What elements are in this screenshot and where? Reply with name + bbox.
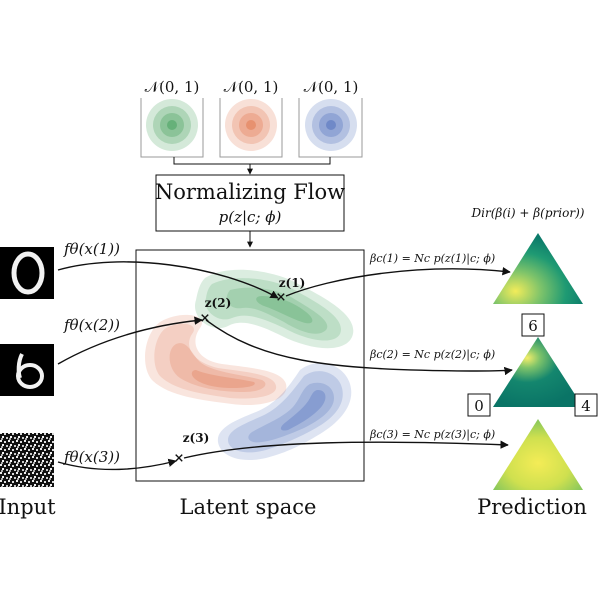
prediction-arrow-1 (285, 266, 511, 297)
flow-title: Normalizing Flow (155, 180, 345, 204)
prediction-arrow-3 (183, 440, 509, 459)
class-top-label: 6 (528, 317, 538, 335)
normalizing-flow-box: Normalizing Flow p(z|c; ϕ) (155, 174, 345, 232)
simplex-3 (493, 419, 583, 490)
simplex-2 (493, 337, 583, 407)
footer-latent-space: Latent space (180, 495, 317, 519)
prior-blue: 𝒩(0, 1) (298, 78, 363, 158)
class-box-left: 0 (467, 393, 491, 417)
latent-point-3-label: z(3) (183, 431, 210, 445)
prior-green: 𝒩(0, 1) (140, 78, 204, 158)
beta-label-1: βc(1) = Nc p(z(1)|c; ϕ) (369, 252, 495, 266)
input-image-2 (0, 344, 54, 396)
encoder-label-1: fθ(x(1)) (63, 240, 120, 258)
orange-density (145, 314, 287, 406)
encoder-label-2: fθ(x(2)) (63, 316, 120, 334)
latent-point-2-label: z(2) (205, 296, 232, 310)
class-box-right: 4 (574, 393, 598, 417)
simplex-1 (493, 233, 583, 304)
prediction-arrow-2 (205, 319, 513, 376)
latent-point-3: × z(3) (174, 431, 210, 466)
svg-text:×: × (174, 451, 185, 466)
green-density (194, 269, 354, 349)
svg-text:×: × (200, 311, 211, 326)
encoder-arrow-3 (57, 458, 177, 471)
flow-formula: p(z|c; ϕ) (219, 208, 282, 226)
beta-label-2: βc(2) = Nc p(z(2)|c; ϕ) (369, 348, 495, 362)
encoder-arrow-1 (57, 261, 279, 299)
dirichlet-label: Dir(β(i) + β(prior)) (471, 206, 585, 220)
svg-text:×: × (276, 290, 287, 305)
class-left-label: 0 (474, 397, 484, 415)
prior-label-2: 𝒩(0, 1) (224, 78, 279, 96)
class-box-top: 6 (521, 313, 545, 337)
latent-point-2: × z(2) (200, 296, 232, 326)
prior-bracket (173, 157, 331, 165)
input-image-3 (0, 433, 54, 487)
prior-orange: 𝒩(0, 1) (219, 78, 283, 158)
latent-point-1: × z(1) (276, 276, 306, 305)
footer-prediction: Prediction (477, 495, 587, 519)
class-right-label: 4 (581, 397, 591, 415)
beta-label-3: βc(3) = Nc p(z(3)|c; ϕ) (369, 428, 495, 442)
latent-point-1-label: z(1) (279, 276, 306, 290)
prior-label-3: 𝒩(0, 1) (304, 78, 359, 96)
prior-label-1: 𝒩(0, 1) (145, 78, 200, 96)
input-image-1 (0, 247, 54, 299)
blue-density (217, 362, 352, 461)
encoder-label-3: fθ(x(3)) (63, 448, 120, 466)
footer-input: Input (0, 495, 56, 519)
encoder-arrow-2 (57, 316, 203, 365)
